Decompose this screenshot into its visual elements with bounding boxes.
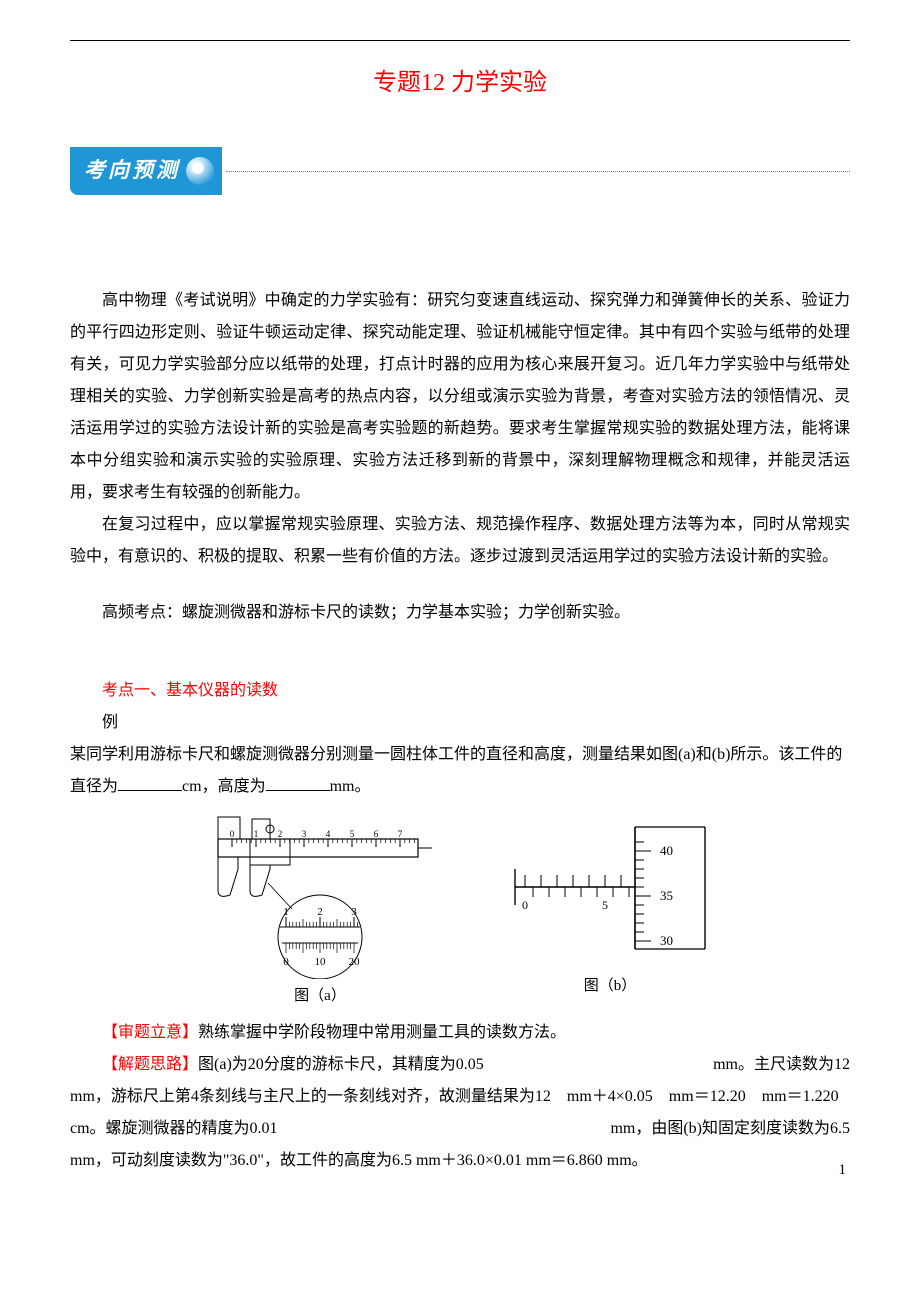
figure-row: 0123456712301020 图（a） 05403530 图（b） <box>70 809 850 1011</box>
example-label: 例 <box>70 707 850 739</box>
analysis-2-p1: 图(a)为20分度的游标卡尺，其精度为0.05 <box>198 1049 484 1081</box>
intro-paragraph-2: 在复习过程中，应以掌握常规实验原理、实验方法、规范操作程序、数据处理方法等为本，… <box>70 509 850 573</box>
figure-a-label: 图（a） <box>294 981 346 1011</box>
blank-height <box>266 775 330 791</box>
problem-part-b: cm，高度为 <box>182 778 266 795</box>
svg-text:3: 3 <box>351 906 357 918</box>
analysis-1: 【审题立意】熟练掌握中学阶段物理中常用测量工具的读数方法。 <box>70 1017 850 1049</box>
svg-text:10: 10 <box>315 956 327 968</box>
eye-icon <box>186 157 214 185</box>
blank-diameter <box>118 775 182 791</box>
svg-text:7: 7 <box>398 829 403 839</box>
svg-text:1: 1 <box>254 829 259 839</box>
svg-text:0: 0 <box>230 829 235 839</box>
page-title: 专题12 力学实验 <box>70 59 850 107</box>
svg-text:1: 1 <box>283 906 289 918</box>
svg-text:4: 4 <box>326 829 331 839</box>
analysis-2-p2: mm。主尺读数为12 <box>713 1049 850 1081</box>
analysis-2-l3b: mm，由图(b)知固定刻度读数为6.5 <box>610 1113 850 1145</box>
analysis-1-body: 熟练掌握中学阶段物理中常用测量工具的读数方法。 <box>198 1024 566 1041</box>
banner-dotted-line <box>226 171 850 172</box>
banner-label: 考向预测 <box>84 150 180 192</box>
svg-text:6: 6 <box>374 829 379 839</box>
banner-row: 考向预测 <box>70 147 850 195</box>
problem-part-c: mm。 <box>330 778 371 795</box>
figure-b-label: 图（b） <box>584 971 637 1001</box>
analysis-2-l3a: cm。螺旋测微器的精度为0.01 <box>70 1113 278 1145</box>
problem-text: 某同学利用游标卡尺和螺旋测微器分别测量一圆柱体工件的直径和高度，测量结果如图(a… <box>70 739 850 803</box>
svg-text:0: 0 <box>522 898 528 912</box>
svg-text:5: 5 <box>350 829 355 839</box>
intro-paragraph-1: 高中物理《考试说明》中确定的力学实验有：研究匀变速直线运动、探究弹力和弹簧伸长的… <box>70 285 850 509</box>
section-banner: 考向预测 <box>70 147 222 195</box>
analysis-2-line2: mm，游标尺上第4条刻线与主尺上的一条刻线对齐，故测量结果为12 mm＋4×0.… <box>70 1081 850 1113</box>
analysis-2-line4: mm，可动刻度读数为"36.0"，故工件的高度为6.5 mm＋36.0×0.01… <box>70 1145 850 1177</box>
analysis-2-line3: cm。螺旋测微器的精度为0.01 mm，由图(b)知固定刻度读数为6.5 <box>70 1113 850 1145</box>
freq-points: 高频考点：螺旋测微器和游标卡尺的读数；力学基本实验；力学创新实验。 <box>70 597 850 629</box>
page-number: 1 <box>839 1155 847 1185</box>
svg-text:3: 3 <box>302 829 307 839</box>
svg-text:40: 40 <box>660 843 673 858</box>
svg-text:2: 2 <box>278 829 283 839</box>
svg-text:30: 30 <box>660 933 673 948</box>
svg-text:20: 20 <box>349 956 361 968</box>
analysis-1-head: 【审题立意】 <box>102 1024 198 1041</box>
exam-point-heading: 考点一、基本仪器的读数 <box>70 675 850 707</box>
svg-text:5: 5 <box>602 898 608 912</box>
figure-a: 0 1 2 3 4 5 6 7 1 2 3 0 10 20 图（a） <box>200 809 440 1011</box>
micrometer-diagram: 0 5 40 35 30 <box>500 809 720 969</box>
svg-text:0: 0 <box>283 956 289 968</box>
vernier-caliper-diagram: 0 1 2 3 4 5 6 7 1 2 3 0 10 20 <box>200 809 440 979</box>
figure-b: 0 5 40 35 30 图（b） <box>500 809 720 1011</box>
svg-text:2: 2 <box>317 906 323 918</box>
analysis-2-head: 【解题思路】 <box>102 1049 198 1081</box>
top-rule <box>70 40 850 41</box>
svg-text:35: 35 <box>660 888 673 903</box>
analysis-2-line1: 【解题思路】图(a)为20分度的游标卡尺，其精度为0.05 mm。主尺读数为12 <box>70 1049 850 1081</box>
